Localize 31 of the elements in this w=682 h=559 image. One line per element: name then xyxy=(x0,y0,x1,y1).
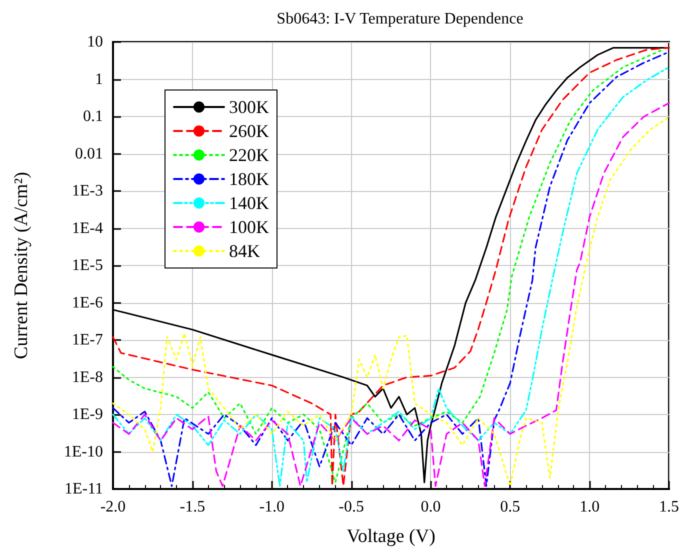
legend-label: 180K xyxy=(229,169,269,189)
legend-label: 100K xyxy=(229,217,269,237)
legend-label: 300K xyxy=(229,97,269,117)
y-tick-label: 1 xyxy=(95,70,103,88)
legend-label: 220K xyxy=(229,145,269,165)
legend-label: 84K xyxy=(229,241,260,261)
y-tick-label: 0.1 xyxy=(83,108,103,125)
x-tick-label: 0.0 xyxy=(420,498,441,516)
y-tick-label: 1E-11 xyxy=(64,480,103,498)
y-tick-label: 1E-3 xyxy=(72,182,103,200)
y-tick-label: 1E-5 xyxy=(72,257,103,274)
y-tick-label: 0.01 xyxy=(75,145,103,162)
x-tick-label: -1.5 xyxy=(180,498,206,516)
x-tick-label: -1.0 xyxy=(259,498,285,516)
x-tick-label: -0.5 xyxy=(338,498,364,516)
y-tick-label: 1E-6 xyxy=(72,294,103,312)
legend-label: 260K xyxy=(229,121,269,141)
y-tick-label: 1E-9 xyxy=(72,406,103,423)
y-axis-title: Current Density (A/cm²) xyxy=(11,172,32,360)
y-tick-label: 10 xyxy=(87,34,103,50)
y-tick-label: 1E-7 xyxy=(72,332,103,348)
y-tick-label: 1E-8 xyxy=(72,368,103,386)
y-tick-label: 1E-4 xyxy=(72,220,103,237)
y-tick-label: 1E-10 xyxy=(64,443,103,460)
x-tick-label: -2.0 xyxy=(100,498,126,516)
x-tick-label: 1.0 xyxy=(580,498,600,516)
legend-label: 140K xyxy=(229,193,269,213)
x-axis-title: Voltage (V) xyxy=(346,526,436,547)
x-tick-label: 0.5 xyxy=(500,498,520,516)
chart-title: Sb0643: I-V Temperature Dependence xyxy=(276,10,524,28)
x-tick-label: 1.5 xyxy=(659,498,679,516)
